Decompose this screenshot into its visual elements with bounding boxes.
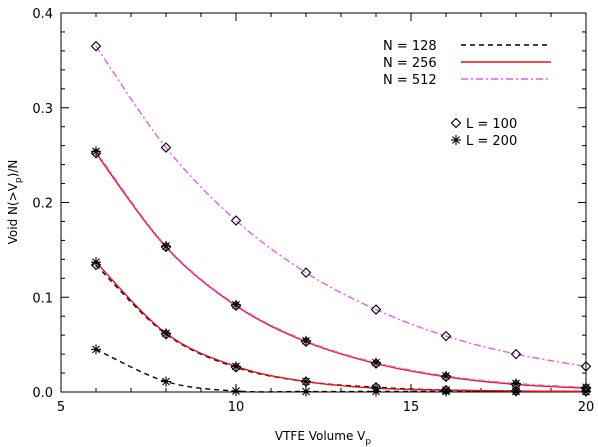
- y-tick-label: 0.1: [32, 291, 53, 306]
- data-point-n512-l200: [511, 378, 521, 389]
- x-axis-label: VTFE Volume V: [275, 429, 366, 443]
- series-line-n128-l100: [95, 264, 587, 393]
- data-point-n256-l100: [370, 358, 382, 369]
- x-axis-label-subscript: p: [365, 437, 371, 447]
- legend-label-n256: N = 256: [383, 56, 437, 71]
- x-tick-label: 20: [578, 400, 595, 415]
- data-point-n512-l100: [230, 215, 242, 226]
- axis-ticks: [60, 12, 587, 393]
- asterisk-marker-icon: [451, 135, 461, 145]
- data-point-n512-l100: [580, 361, 592, 372]
- diamond-marker-icon: [450, 117, 462, 129]
- y-tick-label: 0.3: [32, 102, 53, 117]
- y-tick-label: 0.0: [32, 386, 53, 401]
- x-axis-title: VTFE Volume Vp: [275, 429, 372, 447]
- data-point-n512-l100: [300, 267, 312, 278]
- data-point-n512-l200: [581, 382, 591, 393]
- data-point-n256-l100: [160, 241, 172, 253]
- data-point-n128-l200: [301, 386, 311, 397]
- data-point-n256-l100: [440, 371, 452, 383]
- series-line-n512-l100: [95, 45, 587, 368]
- plot-frame: [60, 12, 587, 393]
- series-line-n128-l200: [95, 348, 586, 393]
- y-tick-label: 0.2: [32, 197, 53, 212]
- legend-marker-asterisk: [451, 135, 461, 145]
- y-axis-label: Void N(>V: [6, 182, 20, 244]
- series-lines: [95, 45, 587, 393]
- legend-line-styles: N = 128 N = 256 N = 512: [383, 39, 551, 88]
- data-point-n256-l200: [231, 361, 241, 372]
- data-point-n256-l200: [441, 385, 451, 396]
- data-point-n128-l100: [90, 259, 102, 271]
- data-point-n256-l100: [300, 336, 312, 348]
- data-point-n128-l100: [160, 328, 172, 340]
- data-point-n512-l100: [370, 304, 382, 315]
- data-point-n128-l200: [231, 386, 241, 397]
- axes-box: [60, 12, 587, 393]
- legend-label-n512: N = 512: [383, 73, 437, 88]
- data-point-n512-l200: [441, 370, 451, 381]
- data-point-n512-l100: [510, 348, 522, 360]
- legend-label-l100: L = 100: [466, 117, 517, 132]
- legend-label-n128: N = 128: [383, 39, 437, 54]
- data-point-n256-l100: [230, 300, 242, 312]
- data-point-n256-l200: [301, 376, 311, 387]
- y-axis-label-tail: )/N: [6, 160, 20, 178]
- svg-text:VTFE Volume Vp: VTFE Volume Vp: [275, 429, 372, 447]
- data-point-n512-l200: [301, 335, 311, 346]
- svg-text:Void N(>Vp)/N: Void N(>Vp)/N: [6, 160, 24, 245]
- x-tick-label: 10: [228, 400, 245, 415]
- y-axis-label-subscript: p: [14, 177, 24, 183]
- x-tick-label: 15: [403, 400, 420, 415]
- data-point-n128-l200: [161, 376, 171, 387]
- series-line-n256-l200: [95, 261, 587, 393]
- legend-marker-diamond: [450, 117, 462, 129]
- x-tick-label: 5: [57, 400, 65, 415]
- axis-tick-labels: 5 10 15 20 0.0 0.1 0.2 0.3 0.4: [32, 7, 594, 415]
- series-line-n512-l200: [95, 150, 587, 388]
- data-point-n128-l200: [91, 344, 101, 355]
- legend-label-l200: L = 200: [466, 134, 517, 149]
- y-tick-label: 0.4: [32, 7, 53, 22]
- data-point-n512-l100: [440, 330, 452, 342]
- data-point-n512-l100: [90, 40, 102, 52]
- data-point-n128-l100: [230, 362, 242, 373]
- data-point-n512-l200: [91, 146, 101, 157]
- data-point-n256-l200: [91, 257, 101, 268]
- series-markers: [90, 40, 592, 397]
- data-point-n256-l200: [371, 383, 381, 394]
- data-point-n512-l200: [161, 241, 171, 252]
- data-point-n256-l200: [161, 328, 171, 339]
- data-point-n512-l200: [371, 357, 381, 368]
- data-point-n512-l100: [160, 142, 172, 153]
- legend-marker-styles: L = 100 L = 200: [450, 117, 517, 149]
- y-axis-title: Void N(>Vp)/N: [6, 160, 24, 245]
- data-point-n512-l200: [231, 299, 241, 310]
